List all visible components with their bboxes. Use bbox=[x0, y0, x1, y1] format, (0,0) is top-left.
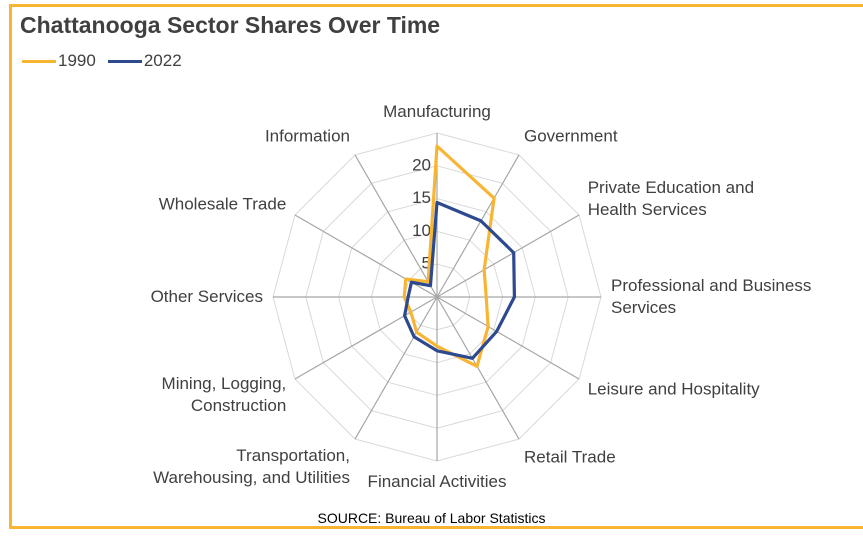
r-tick-label: 5 bbox=[422, 254, 431, 273]
category-label: Professional and Business Services bbox=[611, 276, 812, 317]
spoke bbox=[436, 296, 520, 440]
legend-swatch bbox=[22, 59, 56, 63]
category-label: Mining, Logging, Construction bbox=[161, 374, 287, 415]
category-label: Financial Activities bbox=[367, 472, 507, 491]
frame bbox=[9, 4, 863, 529]
category-label: Wholesale Trade bbox=[158, 194, 287, 214]
category-label: Manufacturing bbox=[383, 102, 491, 121]
spoke bbox=[294, 296, 438, 380]
category-label: Information bbox=[264, 126, 350, 146]
spoke bbox=[354, 154, 438, 298]
legend: 1990 2022 bbox=[22, 51, 182, 71]
legend-item: 1990 bbox=[22, 51, 96, 71]
legend-label: 1990 bbox=[58, 51, 96, 70]
category-label: Retail Trade bbox=[524, 447, 616, 467]
r-tick-label: 20 bbox=[412, 155, 431, 174]
category-label: Leisure and Hospitality bbox=[587, 379, 760, 399]
spoke bbox=[354, 296, 438, 440]
spoke bbox=[436, 296, 580, 380]
category-label: Transportation, Warehousing, and Utiliti… bbox=[153, 445, 350, 487]
r-tick-label: 15 bbox=[412, 188, 431, 207]
spoke bbox=[436, 154, 520, 298]
legend-label: 2022 bbox=[143, 51, 182, 70]
source: SOURCE: Bureau of Labor Statistics bbox=[317, 510, 546, 526]
series-line bbox=[403, 200, 517, 360]
category-label: Private Education and Health Services bbox=[587, 178, 755, 219]
spoke bbox=[436, 214, 580, 298]
legend-swatch bbox=[107, 59, 142, 63]
chart-title: Chattanooga Sector Shares Over Time bbox=[20, 12, 441, 38]
r-tick-label: 10 bbox=[412, 221, 431, 240]
legend-item: 2022 bbox=[107, 51, 182, 71]
series-line bbox=[402, 144, 496, 368]
category-label: Other Services bbox=[150, 287, 263, 306]
category-label: Government bbox=[524, 126, 618, 146]
